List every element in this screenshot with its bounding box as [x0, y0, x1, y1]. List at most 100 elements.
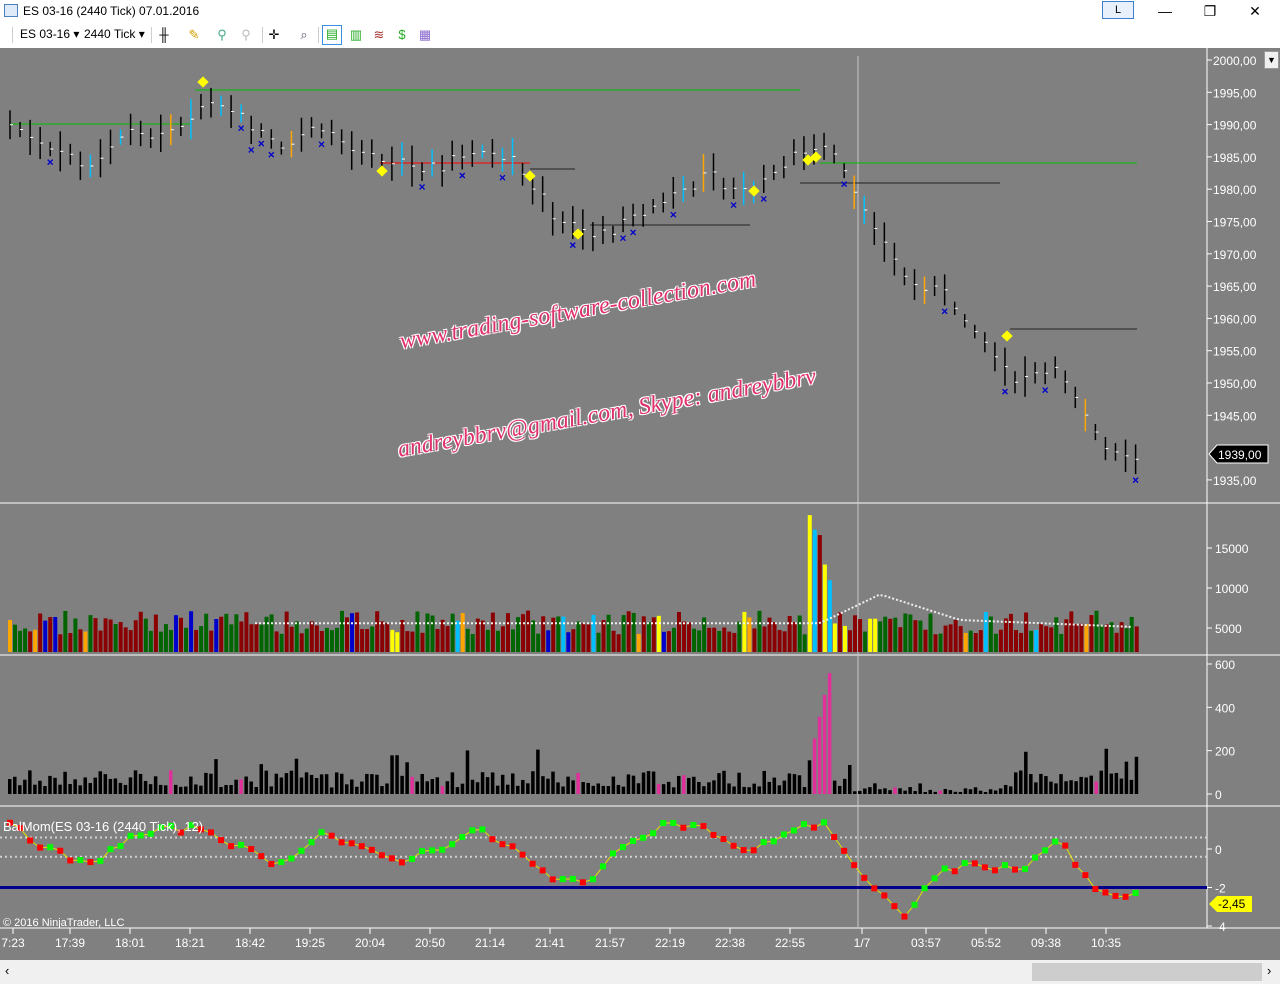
- balmom-point: [208, 829, 214, 836]
- dollar-icon[interactable]: $: [398, 27, 406, 42]
- scroll-left-icon[interactable]: ‹: [5, 963, 10, 978]
- volume-bar: [103, 618, 108, 652]
- volume-bar: [249, 624, 254, 652]
- panel3-bar: [28, 770, 32, 794]
- balmom-point: [1102, 889, 1109, 896]
- panel3-bar: [505, 784, 510, 794]
- balmom-point: [861, 874, 868, 881]
- panel3-bar: [998, 788, 1003, 794]
- price-bars: [9, 76, 1139, 484]
- signal-marker: [1042, 387, 1049, 394]
- panel3-bar: [400, 775, 404, 794]
- close-button[interactable]: ✕: [1249, 3, 1261, 19]
- horizontal-scrollbar[interactable]: ‹ ›: [0, 960, 1280, 984]
- volume-bar: [294, 621, 299, 652]
- balmom-point: [137, 832, 144, 839]
- panel3-bar: [913, 791, 917, 794]
- panel3-bar: [430, 779, 435, 794]
- balmom-point: [378, 852, 385, 859]
- balmom-point: [117, 843, 124, 850]
- bar-type-icon[interactable]: ╫: [159, 27, 169, 42]
- link-button[interactable]: L: [1102, 1, 1134, 19]
- balmom-point: [27, 837, 34, 844]
- volume-bar: [1024, 612, 1029, 652]
- volume-average-line: [255, 593, 1132, 628]
- volume-bar: [978, 630, 983, 652]
- indicators-icon[interactable]: ≋: [373, 27, 385, 42]
- scroll-right-icon[interactable]: ›: [1267, 963, 1272, 978]
- chart-trader-icon[interactable]: ▤: [322, 25, 342, 45]
- volume-bar: [199, 626, 204, 652]
- properties-icon[interactable]: ▦: [418, 27, 432, 42]
- instrument-selector[interactable]: ES 03-16 ▾: [20, 27, 79, 41]
- volume-bar: [38, 613, 43, 652]
- add-indicator-icon[interactable]: ⚲: [217, 27, 227, 42]
- balmom-point: [519, 851, 526, 858]
- panel3-bar: [772, 777, 777, 794]
- panel3-bar: [480, 772, 485, 794]
- price-axis-label: 1960,00: [1213, 312, 1257, 326]
- panel3-bar: [475, 782, 480, 794]
- panel3-bar: [1074, 781, 1078, 794]
- chart-canvas[interactable]: 2000,00 1995,00 1990,00 1985,00 1980,00 1975,…: [0, 48, 1280, 960]
- balmom-last-marker: [1209, 896, 1252, 912]
- panel3-bar: [661, 784, 666, 794]
- chart-area[interactable]: 2000,00 1995,00 1990,00 1985,00 1980,00 1975,…: [0, 48, 1280, 960]
- panel3-bar: [546, 778, 550, 794]
- volume-bar: [244, 612, 249, 652]
- price-axis-label: 1980,00: [1213, 183, 1257, 197]
- panel3-bar: [319, 774, 324, 794]
- balmom-point: [921, 885, 928, 892]
- zoom-icon[interactable]: ⌕: [300, 27, 308, 42]
- time-axis-label: 10:35: [1091, 936, 1121, 950]
- volume-bar: [943, 625, 948, 652]
- balmom-point: [680, 824, 687, 831]
- panel3-bar: [938, 790, 943, 794]
- axis-menu-button[interactable]: ▼: [1264, 51, 1279, 69]
- chevron-down-icon: ▾: [73, 27, 80, 41]
- panel3-bar: [812, 738, 817, 794]
- volume-bar: [219, 616, 224, 652]
- interval-selector[interactable]: 2440 Tick ▾: [84, 27, 145, 41]
- panel3-bar: [500, 774, 505, 794]
- strategy-icon[interactable]: ▥: [349, 27, 363, 42]
- volume-bar: [521, 614, 526, 652]
- panel3-bar: [229, 784, 233, 794]
- balmom-point: [911, 901, 918, 908]
- panel3-bar: [289, 770, 294, 794]
- panel3-bar: [737, 772, 741, 794]
- balmom-point: [1092, 886, 1099, 893]
- volume-bar: [1039, 623, 1044, 652]
- panel3-bar: [38, 780, 42, 794]
- panel3-bar: [551, 771, 555, 794]
- panel3-bar: [908, 787, 912, 794]
- balmom-point: [589, 876, 596, 883]
- panel3-bar: [93, 777, 98, 794]
- balmom-point: [509, 843, 516, 850]
- balmom-point: [569, 875, 576, 882]
- panel3-bar: [1094, 781, 1098, 794]
- minimize-button[interactable]: —: [1158, 3, 1172, 19]
- volume-bar: [732, 632, 737, 652]
- drawing-tool-icon[interactable]: ✎: [188, 27, 200, 42]
- balmom-point: [187, 822, 194, 829]
- maximize-button[interactable]: ❐: [1203, 3, 1217, 19]
- remove-indicator-icon[interactable]: ⚲: [241, 27, 251, 42]
- panel3-bar: [1003, 784, 1008, 794]
- volume-bar: [1074, 624, 1079, 652]
- panel3-bar: [717, 773, 721, 794]
- panel3-bar: [440, 786, 445, 794]
- panel3-bar: [450, 772, 455, 794]
- volume-bar: [83, 631, 88, 652]
- balmom-point: [469, 827, 476, 834]
- panel3-bar: [566, 776, 570, 794]
- scrollbar-thumb[interactable]: [1032, 963, 1262, 981]
- volume-bar: [13, 624, 18, 652]
- volume-bar: [485, 629, 490, 652]
- volume-bar: [179, 617, 184, 652]
- balmom-point: [1082, 872, 1089, 879]
- crosshair-icon[interactable]: ✛: [268, 27, 280, 42]
- balmom-point: [610, 850, 616, 857]
- panel3-bar: [224, 784, 228, 794]
- volume-bar: [1059, 633, 1064, 652]
